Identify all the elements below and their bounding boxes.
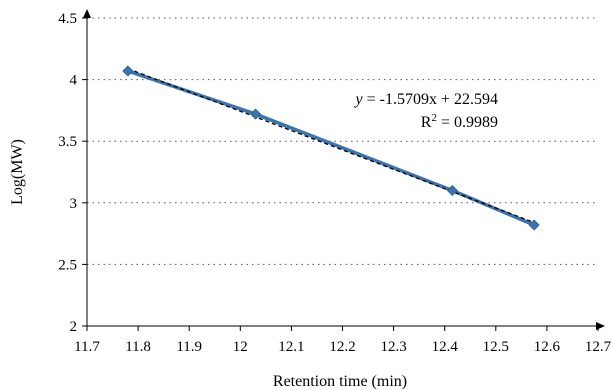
equation-expression: = -1.5709x + 22.594: [363, 91, 498, 108]
x-tick-label: 12.1: [278, 339, 304, 355]
equation-variable: y: [354, 91, 364, 108]
r-squared-annotation: R2 = 0.9989: [421, 112, 498, 131]
y-tick-label: 4.5: [58, 11, 77, 27]
x-axis-arrow: [596, 322, 605, 330]
x-tick-label: 12.6: [534, 339, 561, 355]
x-tick-label: 12.5: [483, 339, 509, 355]
series-line: [127, 69, 535, 227]
r-squared-prefix: R: [421, 114, 432, 131]
x-tick-label: 12.4: [432, 339, 459, 355]
r-squared-value: = 0.9989: [437, 114, 498, 131]
y-tick-label: 3.5: [58, 134, 77, 150]
y-tick-label: 4: [70, 73, 78, 89]
y-tick-label: 2: [70, 319, 78, 335]
y-tick-label: 3: [70, 196, 78, 212]
axes: [82, 9, 605, 331]
data-point: [250, 108, 262, 120]
x-tick-labels: 11.7 11.8 11.9 12 12.1 12.2 12.3 12.4 12.5 12.6 12…: [74, 339, 611, 355]
trendline-line: [127, 68, 535, 224]
x-tick-label: 11.7: [74, 339, 100, 355]
x-tick-label: 11.8: [125, 339, 151, 355]
x-tick-label: 12.7: [585, 339, 612, 355]
data-point: [528, 219, 540, 231]
y-tick-labels: 2 2.5 3 3.5 4 4.5: [58, 11, 77, 335]
x-tick-label: 11.9: [176, 339, 202, 355]
y-tick-label: 2.5: [58, 257, 77, 273]
series-group: [122, 65, 540, 231]
grid-lines: [87, 17, 598, 265]
y-axis-title: Log(MW): [9, 139, 26, 205]
x-tick-label: 12: [233, 339, 248, 355]
x-tick-label: 12.2: [329, 339, 355, 355]
r-squared-superscript: 2: [431, 112, 437, 124]
data-point: [122, 65, 134, 77]
y-axis-arrow: [83, 9, 91, 18]
data-point: [446, 184, 458, 197]
equation-annotation: y = -1.5709x + 22.594: [354, 91, 498, 108]
x-axis-title: Retention time (min): [273, 373, 407, 390]
x-tick-label: 12.3: [380, 339, 406, 355]
